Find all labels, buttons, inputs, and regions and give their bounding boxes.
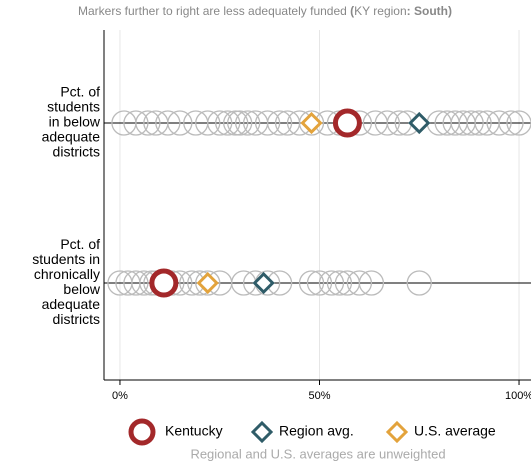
category-label: Pct. of	[60, 84, 100, 100]
state-marker	[358, 270, 385, 296]
series-marker	[408, 111, 431, 135]
state-marker	[123, 270, 149, 296]
legend-label: Kentucky	[165, 423, 223, 439]
series-marker	[300, 111, 323, 135]
state-marker	[506, 110, 531, 136]
state-marker	[298, 270, 325, 296]
state-marker	[318, 270, 345, 296]
subtitle: :	[407, 4, 414, 18]
note: Regional and U.S. averages are unweighte…	[190, 446, 445, 461]
state-marker	[123, 110, 149, 136]
legend-marker	[385, 420, 409, 444]
subtitle: KY region	[354, 4, 406, 18]
category-label: adequate	[42, 296, 101, 312]
category-label: districts	[53, 311, 100, 327]
state-marker	[458, 110, 484, 136]
state-marker	[298, 110, 325, 136]
category-label: in below	[49, 114, 101, 130]
category-label: Pct. of	[60, 236, 100, 252]
state-marker	[167, 110, 193, 136]
state-marker	[215, 110, 241, 136]
category-label: districts	[53, 144, 100, 160]
state-marker	[195, 110, 221, 136]
state-marker	[235, 110, 261, 136]
subtitle: )	[448, 4, 452, 18]
state-marker	[498, 110, 524, 136]
legend-label: Region avg.	[279, 423, 354, 439]
state-marker	[135, 110, 161, 136]
subtitle: (	[350, 4, 354, 18]
state-marker	[227, 110, 253, 136]
state-marker	[326, 270, 353, 296]
state-marker	[306, 270, 333, 296]
series-marker	[196, 271, 219, 295]
state-marker	[254, 110, 281, 136]
state-marker	[374, 110, 400, 136]
state-marker	[486, 110, 512, 136]
subtitle: South	[414, 4, 448, 18]
category-label: chronically	[34, 266, 100, 282]
state-marker	[207, 110, 233, 136]
series-marker	[149, 268, 179, 298]
category-label: adequate	[42, 129, 101, 145]
chart-title: Markers further to right are less adequa…	[78, 4, 452, 18]
title: Markers further to right are less adequa…	[78, 4, 347, 18]
x-tick-label: 50%	[308, 390, 330, 402]
x-tick-label: 100%	[505, 390, 531, 402]
category-label: students in	[32, 251, 100, 267]
state-marker	[266, 110, 293, 136]
category-label: below	[63, 281, 100, 297]
state-marker	[466, 110, 492, 136]
legend-label: U.S. average	[414, 423, 496, 439]
state-marker	[346, 270, 373, 296]
state-marker	[195, 270, 221, 296]
category-label: students	[47, 99, 100, 115]
series-marker	[252, 271, 275, 295]
state-marker	[406, 270, 432, 296]
series-marker	[332, 108, 362, 138]
state-marker	[155, 110, 181, 136]
x-tick-label: 0%	[112, 390, 128, 402]
legend-marker	[250, 420, 274, 444]
legend-marker	[128, 418, 156, 446]
